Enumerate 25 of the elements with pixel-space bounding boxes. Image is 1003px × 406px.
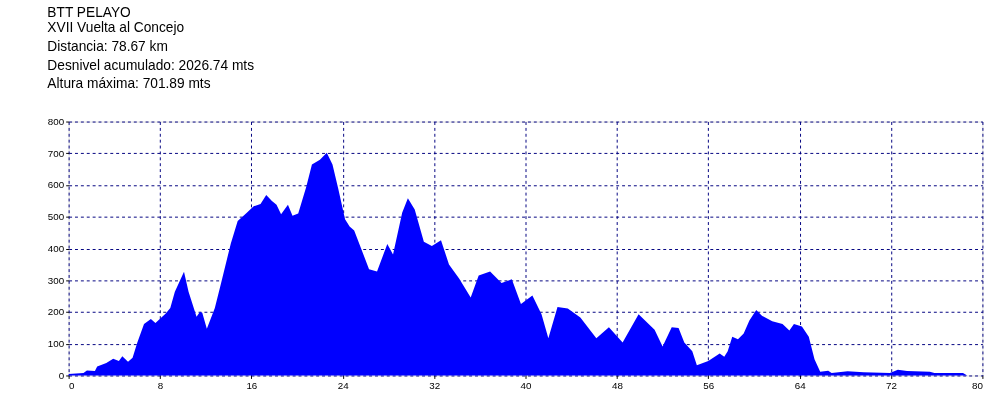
x-tick-label: 64	[794, 379, 807, 391]
y-tick-label: 700	[47, 147, 65, 159]
x-tick-label: 0	[69, 379, 76, 391]
y-tick-label: 200	[47, 306, 65, 318]
x-tick-label: 48	[611, 379, 624, 391]
y-tick-label: 300	[47, 274, 65, 286]
chart-title: BTT PELAYO	[47, 4, 132, 20]
y-tick-label: 400	[47, 242, 65, 254]
chart-subtitle: XVII Vuelta al Concejo	[47, 20, 185, 36]
x-tick-label: 56	[703, 379, 715, 391]
text: Desnivel acumulado: 2026.74 mts	[47, 57, 255, 73]
x-tick-label: 72	[886, 379, 897, 391]
x-tick-label: 24	[337, 379, 350, 391]
y-tick-label: 0	[58, 369, 65, 381]
y-tick-label: 100	[47, 338, 65, 350]
x-tick-label: 16	[246, 379, 258, 391]
y-tick-label: 500	[47, 211, 65, 223]
x-tick-label: 32	[429, 379, 441, 391]
x-tick-label: 8	[157, 379, 164, 391]
text: Altura máxima: 701.89 mts	[47, 76, 211, 92]
x-tick-label: 40	[520, 379, 533, 391]
y-tick-label: 800	[47, 115, 65, 127]
y-tick-label: 600	[47, 179, 65, 191]
x-tick-label: 80	[971, 379, 984, 391]
text: Distancia: 78.67 km	[47, 38, 168, 54]
